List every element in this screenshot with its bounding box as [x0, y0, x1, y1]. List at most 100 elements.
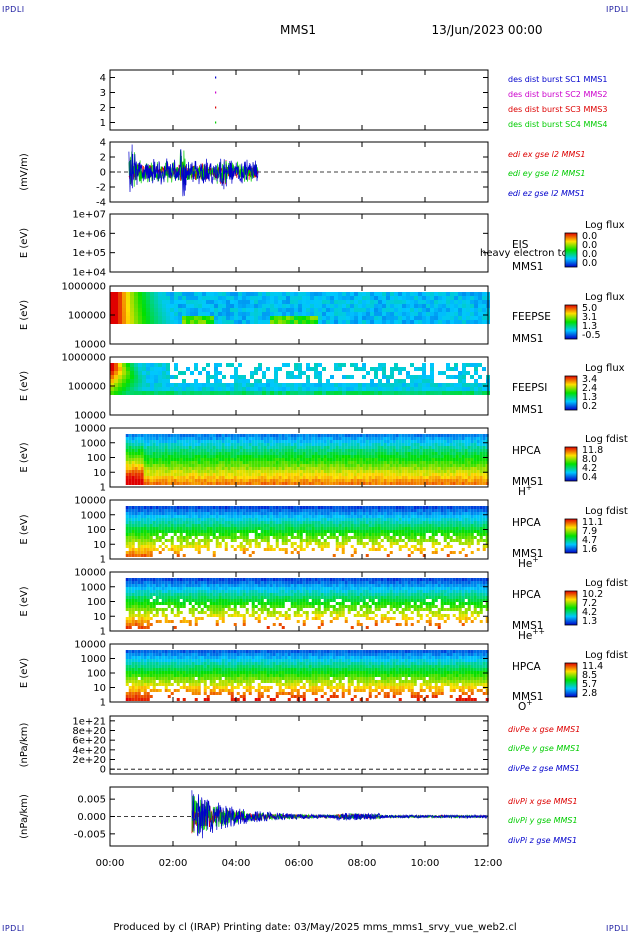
heatmap-cell: [353, 524, 357, 527]
heatmap-cell: [226, 312, 230, 316]
heatmap-cell: [272, 479, 276, 482]
heatmap-cell: [314, 473, 318, 476]
heatmap-cell: [344, 509, 348, 512]
heatmap-cell: [437, 443, 441, 446]
heatmap-cell: [266, 476, 270, 479]
heatmap-cell: [254, 367, 258, 371]
heatmap-cell: [155, 527, 159, 530]
heatmap-cell: [416, 542, 420, 545]
heatmap-cell: [362, 545, 366, 548]
heatmap-cell: [341, 512, 345, 515]
heatmap-cell: [302, 482, 306, 485]
heatmap-cell: [218, 479, 222, 482]
heatmap-cell: [305, 533, 309, 536]
heatmap-cell: [281, 437, 285, 440]
heatmap-cell: [257, 467, 261, 470]
heatmap-cell: [278, 304, 282, 308]
heatmap-cell: [262, 387, 266, 391]
heatmap-cell: [242, 292, 246, 296]
heatmap-cell: [407, 473, 411, 476]
heatmap-cell: [138, 387, 142, 391]
heatmap-cell: [251, 458, 255, 461]
heatmap-cell: [227, 509, 231, 512]
heatmap-cells: [125, 506, 489, 557]
heatmap-cell: [434, 446, 438, 449]
heatmap-cell: [299, 470, 303, 473]
heatmap-cell: [437, 455, 441, 458]
heatmap-cell: [335, 548, 339, 551]
heatmap-cell: [479, 443, 483, 446]
heatmap-cell: [422, 449, 426, 452]
heatmap-cell: [236, 545, 240, 548]
heatmap-cell: [383, 518, 387, 521]
heatmap-cell: [458, 292, 462, 296]
heatmap-cell: [161, 524, 165, 527]
heatmap-cell: [482, 467, 486, 470]
heatmap-cell: [206, 476, 210, 479]
heatmap-cell: [272, 548, 276, 551]
heatmap-cell: [146, 473, 150, 476]
heatmap-cell: [404, 434, 408, 437]
heatmap-cell: [386, 536, 390, 539]
heatmap-cell: [146, 292, 150, 296]
heatmap-cell: [218, 292, 222, 296]
heatmap-cell: [350, 391, 354, 395]
colorbar-value: 0.0: [582, 258, 597, 269]
heatmap-cell: [176, 476, 180, 479]
heatmap-cell: [478, 363, 482, 367]
heatmap-cell: [218, 449, 222, 452]
heatmap-cell: [392, 506, 396, 509]
heatmap-cell: [374, 308, 378, 312]
heatmap-cell: [290, 542, 294, 545]
heatmap-cell: [242, 434, 246, 437]
heatmap-cell: [242, 521, 246, 524]
heatmap-cell: [380, 434, 384, 437]
colorbar-value: 0.0: [582, 249, 597, 260]
heatmap-cell: [245, 458, 249, 461]
heatmap-cell: [162, 300, 166, 304]
heatmap-cell: [299, 446, 303, 449]
heatmap-cell: [454, 383, 458, 387]
heatmap-cell: [398, 509, 402, 512]
heatmap-cell: [152, 476, 156, 479]
heatmap-cell: [476, 452, 480, 455]
heatmap-cell: [380, 449, 384, 452]
heatmap-cell: [342, 391, 346, 395]
heatmap-cell: [176, 551, 180, 554]
heatmap-cell: [394, 312, 398, 316]
heatmap-cell: [342, 363, 346, 367]
heatmap-cell: [236, 455, 240, 458]
heatmap-cell: [293, 443, 297, 446]
heatmap-cell: [162, 391, 166, 395]
heatmap-cell: [194, 383, 198, 387]
heatmap-cell: [239, 515, 243, 518]
heatmap-cell: [140, 551, 144, 554]
heatmap-cell: [161, 482, 165, 485]
heatmap-cell: [466, 292, 470, 296]
heatmap-cell: [227, 506, 231, 509]
heatmap-cell: [294, 316, 298, 320]
heatmap-cell: [341, 521, 345, 524]
heatmap-cell: [386, 458, 390, 461]
heatmap-cell: [464, 467, 468, 470]
heatmap-cell: [282, 292, 286, 296]
heatmap-cell: [407, 461, 411, 464]
heatmap-cell: [402, 292, 406, 296]
heatmap-cell: [260, 434, 264, 437]
heatmap-cell: [263, 515, 267, 518]
heatmap-cell: [194, 548, 198, 551]
heatmap-cell: [150, 304, 154, 308]
heatmap-cell: [390, 367, 394, 371]
heatmap-cell: [450, 300, 454, 304]
heatmap-cell: [290, 482, 294, 485]
heatmap-cell: [122, 367, 126, 371]
heatmap-cell: [142, 387, 146, 391]
heatmap-cell: [296, 545, 300, 548]
heatmap-cell: [407, 476, 411, 479]
heatmap-cell: [450, 312, 454, 316]
heatmap-cell: [227, 470, 231, 473]
heatmap-cell: [182, 545, 186, 548]
heatmap-cell: [126, 387, 130, 391]
heatmap-cell: [410, 476, 414, 479]
heatmap-cell: [354, 292, 358, 296]
